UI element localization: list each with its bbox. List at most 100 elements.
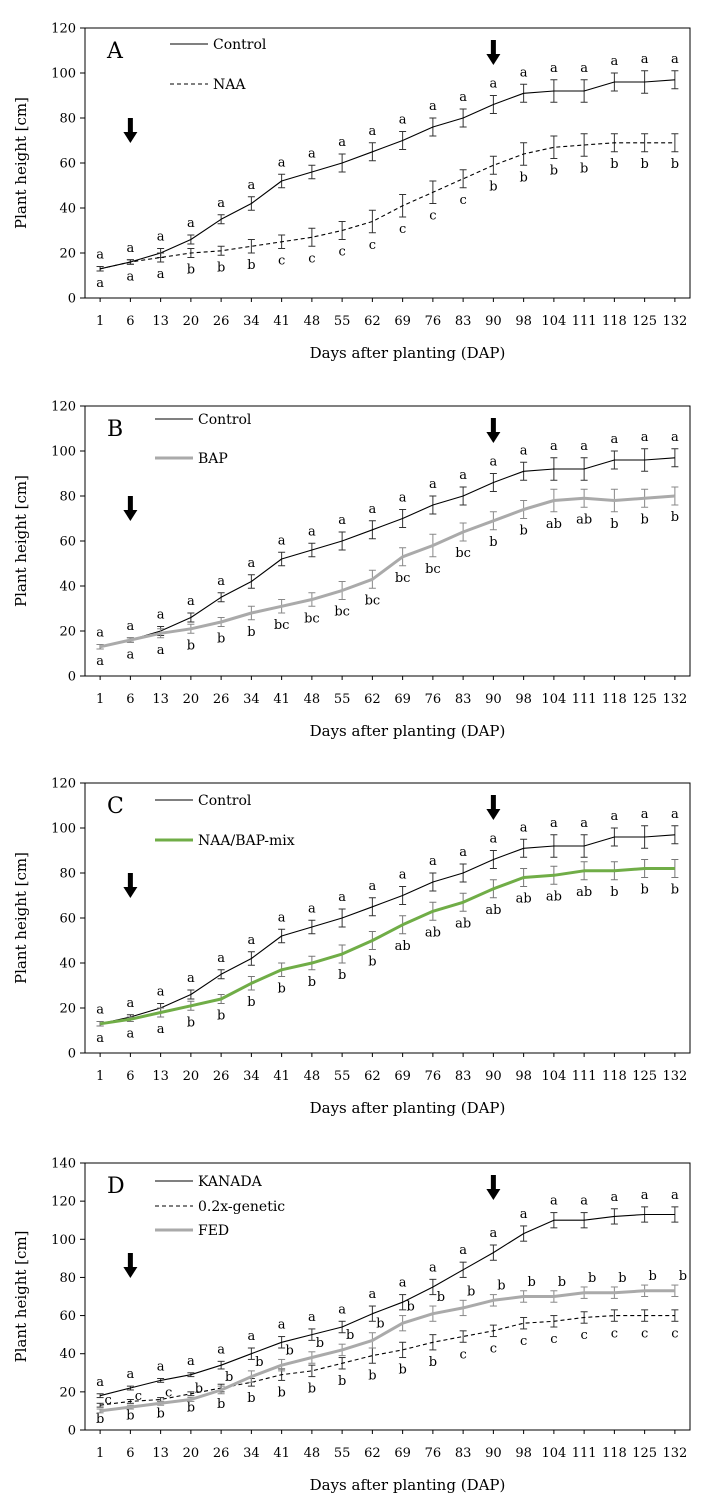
significance-letter: b <box>277 982 285 997</box>
x-tick-label: 125 <box>632 314 657 329</box>
y-tick-label: 100 <box>51 445 76 460</box>
significance-letter: b <box>285 1343 293 1358</box>
significance-letter: a <box>126 647 134 662</box>
significance-letter: a <box>459 1243 467 1258</box>
significance-letter: b <box>398 1363 406 1378</box>
significance-letter: a <box>217 951 225 966</box>
significance-letter: a <box>96 1375 104 1390</box>
x-tick-label: 55 <box>334 1069 351 1084</box>
y-tick-label: 0 <box>68 1047 76 1062</box>
x-tick-label: 48 <box>304 1069 321 1084</box>
x-tick-label: 98 <box>515 314 532 329</box>
significance-letter: b <box>308 1382 316 1397</box>
arrow-head <box>486 54 501 65</box>
x-tick-label: 20 <box>183 692 200 707</box>
x-tick-label: 118 <box>602 692 627 707</box>
significance-letter: c <box>520 1334 527 1349</box>
significance-letter: a <box>520 820 528 835</box>
x-tick-label: 55 <box>334 692 351 707</box>
significance-letter: a <box>429 1260 437 1275</box>
significance-letter: a <box>399 113 407 128</box>
significance-letter: bc <box>365 593 381 608</box>
significance-letter: a <box>550 1194 558 1209</box>
significance-letter: a <box>96 626 104 641</box>
significance-letter: a <box>157 985 165 1000</box>
x-tick-label: 41 <box>273 1446 290 1461</box>
significance-letter: a <box>580 816 588 831</box>
y-tick-label: 0 <box>68 1424 76 1439</box>
x-tick-label: 34 <box>243 1069 260 1084</box>
y-tick-label: 40 <box>59 202 76 217</box>
significance-letter: b <box>346 1328 354 1343</box>
significance-letter: a <box>399 868 407 883</box>
significance-letter: b <box>519 170 527 185</box>
x-tick-label: 1 <box>96 314 104 329</box>
significance-letter: c <box>104 1393 111 1408</box>
significance-letter: a <box>278 533 286 548</box>
significance-letter: a <box>157 267 165 282</box>
legend-label: NAA/BAP-mix <box>198 833 295 849</box>
legend-label: KANADA <box>198 1174 263 1190</box>
x-tick-label: 62 <box>364 314 381 329</box>
legend-label: 0.2x-genetic <box>198 1199 285 1215</box>
panel-letter: C <box>107 794 124 819</box>
significance-letter: b <box>429 1355 437 1370</box>
significance-letter: b <box>308 975 316 990</box>
x-tick-label: 1 <box>96 692 104 707</box>
x-tick-label: 69 <box>394 1069 411 1084</box>
x-tick-label: 41 <box>273 314 290 329</box>
significance-letter: a <box>126 269 134 284</box>
y-tick-label: 60 <box>59 535 76 550</box>
significance-letter: c <box>459 1347 466 1362</box>
x-tick-label: 90 <box>485 1446 502 1461</box>
significance-letter: a <box>338 135 346 150</box>
y-tick-label: 20 <box>59 1002 76 1017</box>
significance-letter: c <box>671 1326 678 1341</box>
significance-letter: b <box>187 638 195 653</box>
y-tick-label: 140 <box>51 1157 76 1172</box>
y-tick-label: 100 <box>51 822 76 837</box>
x-tick-label: 1 <box>96 1446 104 1461</box>
y-tick-label: 60 <box>59 912 76 927</box>
significance-letter: a <box>96 654 104 669</box>
arrow-shaft <box>127 496 133 512</box>
significance-letter: b <box>610 885 618 900</box>
series-line <box>99 142 675 270</box>
x-tick-label: 55 <box>334 1446 351 1461</box>
y-tick-label: 80 <box>59 867 76 882</box>
significance-letter: a <box>338 890 346 905</box>
x-tick-label: 1 <box>96 1069 104 1084</box>
plot-frame <box>84 1162 691 1431</box>
significance-letter: ab <box>576 512 592 527</box>
significance-letter: b <box>217 632 225 647</box>
series-control: a a a a a a a a a a a a a a a a a a a a Control <box>96 793 679 1027</box>
significance-letter: a <box>217 574 225 589</box>
significance-letter: a <box>641 52 649 67</box>
x-tick-label: 125 <box>632 1069 657 1084</box>
significance-letter: a <box>610 1190 618 1205</box>
significance-letter: b <box>640 883 648 898</box>
significance-letter: c <box>490 1342 497 1357</box>
significance-letter: b <box>247 995 255 1010</box>
significance-letter: c <box>429 209 436 224</box>
significance-letter: b <box>217 1009 225 1024</box>
series-kanada: a a a a a a a a a a a a a a a a a a a a KANADA <box>96 1174 679 1399</box>
plot-frame <box>84 782 691 1054</box>
significance-letter: b <box>247 625 255 640</box>
significance-letter: b <box>437 1290 445 1305</box>
significance-letter: a <box>459 468 467 483</box>
y-axis-label: Plant height [cm] <box>12 475 30 607</box>
y-tick-label: 0 <box>68 670 76 685</box>
significance-letter: a <box>187 594 195 609</box>
x-tick-label: 76 <box>425 692 442 707</box>
y-tick-label: 60 <box>59 1309 76 1324</box>
significance-letter: c <box>580 1328 587 1343</box>
significance-letter: a <box>489 1226 497 1241</box>
significance-letter: ab <box>395 939 411 954</box>
arrow-shaft <box>127 1253 133 1269</box>
significance-letter: a <box>520 443 528 458</box>
chart-panel-d: 0 20 40 60 80 100 120 140 1 6 13 20 26 34 41 48 55 62 69 76… <box>12 1157 691 1494</box>
significance-letter: a <box>489 832 497 847</box>
